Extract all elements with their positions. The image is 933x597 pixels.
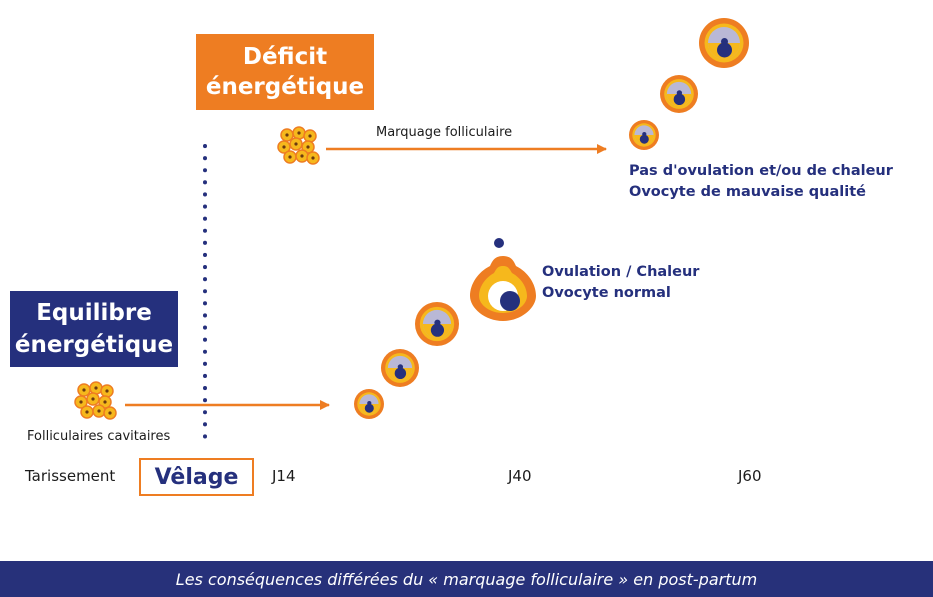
equilibre-line1: Equilibre bbox=[36, 300, 152, 326]
follicle-top-3 bbox=[699, 18, 749, 68]
deficit-line1: Déficit bbox=[242, 44, 328, 70]
equilibre-line2: énergétique bbox=[14, 332, 174, 358]
deficit-energetique-box: Déficit énergétique bbox=[196, 34, 374, 110]
pas-ovulation-line1: Pas d'ovulation et/ou de chaleur bbox=[629, 163, 893, 179]
timeline-j40: J40 bbox=[508, 467, 532, 485]
footer-caption-bar: Les conséquences différées du « marquage… bbox=[0, 561, 933, 597]
follicle-bottom-3 bbox=[415, 302, 459, 346]
timeline-j14: J14 bbox=[272, 467, 296, 485]
ovulation-line2: Ovocyte normal bbox=[542, 285, 671, 301]
follicle-cluster-top bbox=[277, 126, 320, 165]
ovulation-line1: Ovulation / Chaleur bbox=[542, 264, 700, 280]
equilibre-energetique-box: Equilibre énergétique bbox=[10, 291, 178, 367]
footer-caption: Les conséquences différées du « marquage… bbox=[175, 569, 758, 589]
marquage-label: Marquage folliculaire bbox=[376, 125, 513, 140]
folliculaires-label: Folliculaires cavitaires bbox=[27, 429, 171, 444]
follicle-top-2 bbox=[660, 75, 698, 113]
ovulation-label: Ovulation / Chaleur Ovocyte normal bbox=[542, 262, 699, 304]
follicle-bottom-1 bbox=[354, 389, 384, 419]
ovulating-follicle bbox=[470, 238, 536, 321]
timeline-j60: J60 bbox=[738, 467, 762, 485]
timeline-velage: Vêlage bbox=[139, 458, 254, 496]
follicle-top-1 bbox=[629, 120, 659, 150]
follicle-cluster-bottom bbox=[74, 381, 117, 420]
timeline-tarissement: Tarissement bbox=[25, 467, 116, 485]
deficit-line2: énergétique bbox=[205, 74, 365, 100]
pas-ovulation-label: Pas d'ovulation et/ou de chaleur Ovocyte… bbox=[629, 161, 893, 203]
pas-ovulation-line2: Ovocyte de mauvaise qualité bbox=[629, 184, 866, 200]
follicle-bottom-2 bbox=[381, 349, 419, 387]
